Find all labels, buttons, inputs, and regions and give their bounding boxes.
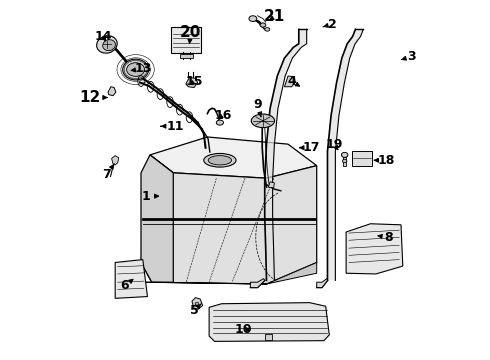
Polygon shape xyxy=(285,76,295,87)
Text: 16: 16 xyxy=(214,109,231,122)
Text: 18: 18 xyxy=(374,154,395,167)
Ellipse shape xyxy=(260,23,266,27)
Polygon shape xyxy=(141,155,317,284)
Ellipse shape xyxy=(265,28,270,31)
Ellipse shape xyxy=(204,153,236,167)
Ellipse shape xyxy=(342,152,348,157)
Text: 1: 1 xyxy=(142,190,158,203)
Text: 11: 11 xyxy=(161,120,184,133)
Text: 10: 10 xyxy=(234,323,252,336)
Ellipse shape xyxy=(126,63,145,76)
Text: 17: 17 xyxy=(299,141,320,154)
Ellipse shape xyxy=(343,159,347,163)
Text: 6: 6 xyxy=(121,279,133,292)
FancyBboxPatch shape xyxy=(171,27,201,53)
Text: 13: 13 xyxy=(131,62,151,75)
Text: 21: 21 xyxy=(264,9,285,24)
Text: 14: 14 xyxy=(95,30,112,43)
Text: 20: 20 xyxy=(180,26,201,44)
Text: 15: 15 xyxy=(186,75,203,88)
Polygon shape xyxy=(180,54,194,58)
Polygon shape xyxy=(141,262,317,284)
Polygon shape xyxy=(317,279,327,288)
Polygon shape xyxy=(115,260,147,298)
Polygon shape xyxy=(108,87,116,96)
Ellipse shape xyxy=(103,40,116,51)
Polygon shape xyxy=(186,77,197,87)
Polygon shape xyxy=(141,155,173,282)
Polygon shape xyxy=(112,156,119,165)
Ellipse shape xyxy=(97,36,117,53)
Polygon shape xyxy=(265,334,272,339)
Polygon shape xyxy=(209,303,329,341)
Text: 4: 4 xyxy=(287,75,299,88)
Text: 7: 7 xyxy=(102,165,114,181)
Text: 5: 5 xyxy=(190,304,201,318)
Polygon shape xyxy=(346,224,403,274)
Ellipse shape xyxy=(251,114,274,128)
Polygon shape xyxy=(250,279,265,288)
Polygon shape xyxy=(269,182,274,188)
Ellipse shape xyxy=(122,59,148,80)
FancyBboxPatch shape xyxy=(352,150,372,166)
Text: 9: 9 xyxy=(253,98,262,117)
Ellipse shape xyxy=(208,156,232,165)
Polygon shape xyxy=(192,298,203,309)
Text: 12: 12 xyxy=(79,90,107,105)
Text: 2: 2 xyxy=(323,18,337,31)
Ellipse shape xyxy=(249,16,257,22)
Polygon shape xyxy=(343,157,346,166)
Ellipse shape xyxy=(216,120,223,125)
Text: 3: 3 xyxy=(402,50,416,63)
Text: 19: 19 xyxy=(326,138,343,151)
Ellipse shape xyxy=(195,302,199,305)
Text: 8: 8 xyxy=(378,231,393,244)
Polygon shape xyxy=(150,137,317,178)
